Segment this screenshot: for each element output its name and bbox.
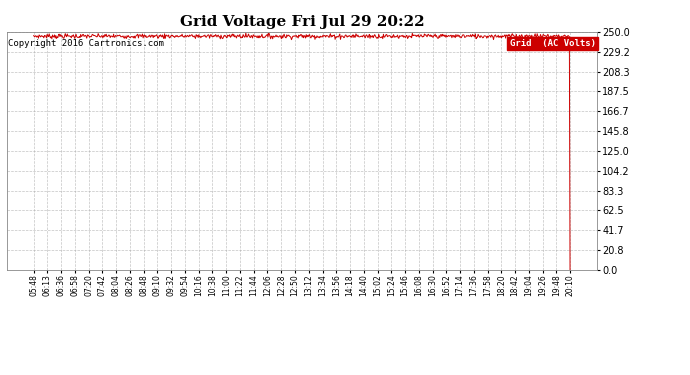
- Text: Grid  (AC Volts): Grid (AC Volts): [510, 39, 595, 48]
- Text: Copyright 2016 Cartronics.com: Copyright 2016 Cartronics.com: [8, 39, 164, 48]
- Title: Grid Voltage Fri Jul 29 20:22: Grid Voltage Fri Jul 29 20:22: [179, 15, 424, 29]
